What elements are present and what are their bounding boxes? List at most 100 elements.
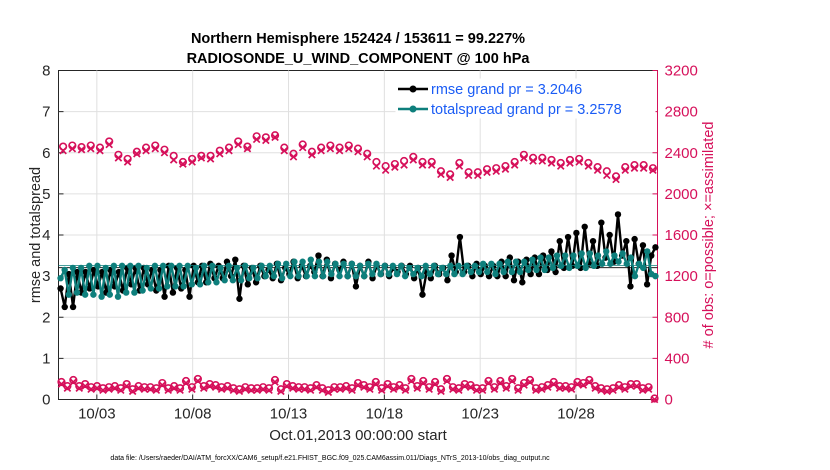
totalspread-point xyxy=(283,260,290,267)
rmse-point xyxy=(614,211,622,218)
totalspread-point xyxy=(65,291,72,298)
totalspread-point xyxy=(652,272,659,280)
totalspread-point xyxy=(397,262,405,270)
obs-assimilated-marker xyxy=(288,384,297,392)
rmse-point xyxy=(643,281,651,288)
obs-assimilated-marker xyxy=(400,161,408,169)
totalspread-point xyxy=(225,262,232,270)
obs-assimilated-marker xyxy=(360,383,368,391)
totalspread-point xyxy=(500,268,507,276)
obs-assimilated-marker xyxy=(472,386,481,395)
totalspread-point xyxy=(328,270,335,278)
totalspread-point xyxy=(549,264,557,272)
obs-assimilated-marker xyxy=(105,385,113,394)
obs-assimilated-marker xyxy=(312,383,321,391)
obs-assimilated-marker xyxy=(317,146,325,155)
totalspread-point xyxy=(619,250,626,257)
obs-assimilated-marker xyxy=(283,382,291,390)
rmse-point xyxy=(606,231,613,239)
rmse-point xyxy=(573,229,580,237)
y-right-tick-label: 1600 xyxy=(665,227,698,244)
obs-assimilated-marker xyxy=(169,156,178,164)
obs-assimilated-marker xyxy=(490,385,499,394)
obs-assimilated-marker xyxy=(366,385,374,394)
obs-possible-marker xyxy=(442,374,452,384)
obs-assimilated-marker xyxy=(253,386,261,395)
obs-assimilated-marker xyxy=(289,153,298,161)
totalspread-point xyxy=(217,264,224,272)
obs-assimilated-marker xyxy=(217,385,226,394)
totalspread-point xyxy=(205,279,212,286)
totalspread-point xyxy=(246,274,253,282)
totalspread-point xyxy=(406,264,413,272)
obs-assimilated-marker xyxy=(277,387,285,396)
obs-assimilated-marker xyxy=(306,386,315,395)
totalspread-point xyxy=(463,262,470,270)
obs-possible-marker xyxy=(407,374,416,384)
totalspread-point xyxy=(377,270,384,278)
rmse-point xyxy=(589,237,597,245)
obs-possible-marker xyxy=(430,377,440,387)
rmse-point xyxy=(232,256,239,263)
obs-assimilated-marker xyxy=(170,384,178,392)
totalspread-point xyxy=(537,254,544,261)
totalspread-point xyxy=(512,258,520,265)
obs-assimilated-marker xyxy=(418,161,427,169)
y-left-tick-label: 3 xyxy=(42,268,50,285)
totalspread-point xyxy=(414,264,421,272)
obs-assimilated-marker xyxy=(229,386,238,395)
totalspread-point xyxy=(291,258,298,265)
totalspread-point xyxy=(360,272,368,280)
obs-assimilated-marker xyxy=(63,384,72,392)
rmse-point xyxy=(456,233,464,241)
obs-assimilated-marker xyxy=(200,384,208,392)
obs-assimilated-marker xyxy=(128,387,137,396)
totalspread-point xyxy=(639,264,647,272)
totalspread-point xyxy=(250,264,257,272)
totalspread-point xyxy=(254,274,261,282)
obs-assimilated-marker xyxy=(466,383,475,391)
obs-assimilated-marker xyxy=(205,382,214,390)
totalspread-point xyxy=(553,252,561,259)
obs-assimilated-marker xyxy=(197,154,206,162)
obs-assimilated-marker xyxy=(326,144,335,153)
y-left-tick-label: 8 xyxy=(42,63,50,80)
obs-possible-marker xyxy=(496,376,505,386)
totalspread-point xyxy=(164,283,171,290)
totalspread-point xyxy=(81,291,89,298)
y-right-tick-label: 3200 xyxy=(665,63,698,80)
obs-assimilated-marker xyxy=(496,379,505,387)
legend: rmse grand pr = 3.2046 totalspread grand… xyxy=(395,78,656,119)
totalspread-point xyxy=(598,260,606,267)
totalspread-point xyxy=(61,266,68,274)
totalspread-point xyxy=(229,277,237,284)
obs-assimilated-marker xyxy=(330,385,339,394)
chart-title-line1: Northern Hemisphere 152424 / 153611 = 99… xyxy=(191,31,525,47)
totalspread-point xyxy=(451,270,458,278)
obs-assimilated-marker xyxy=(556,162,565,170)
rmse-point xyxy=(448,252,455,259)
obs-assimilated-marker xyxy=(632,382,641,390)
totalspread-point xyxy=(533,266,540,274)
totalspread-point xyxy=(418,272,425,280)
totalspread-point xyxy=(631,272,639,280)
rmse-point xyxy=(236,295,243,302)
obs-assimilated-marker xyxy=(381,166,390,175)
totalspread-point xyxy=(492,270,499,278)
rmse-point xyxy=(61,303,68,311)
obs-assimilated-marker xyxy=(140,385,149,394)
totalspread-point xyxy=(262,272,269,280)
totalspread-point xyxy=(319,272,327,280)
obs-assimilated-marker xyxy=(298,143,307,152)
totalspread-point xyxy=(274,260,282,267)
rmse-point xyxy=(169,289,177,296)
obs-assimilated-marker xyxy=(529,157,537,165)
obs-possible-marker xyxy=(648,164,657,173)
obs-assimilated-marker xyxy=(464,171,473,180)
totalspread-point xyxy=(570,252,577,259)
obs-assimilated-marker xyxy=(77,145,86,154)
data-file-footnote: data file: /Users/raeder/DAI/ATM_forcXX/… xyxy=(110,455,550,462)
totalspread-point xyxy=(566,264,573,272)
obs-assimilated-marker xyxy=(114,154,123,162)
totalspread-point xyxy=(98,293,105,300)
